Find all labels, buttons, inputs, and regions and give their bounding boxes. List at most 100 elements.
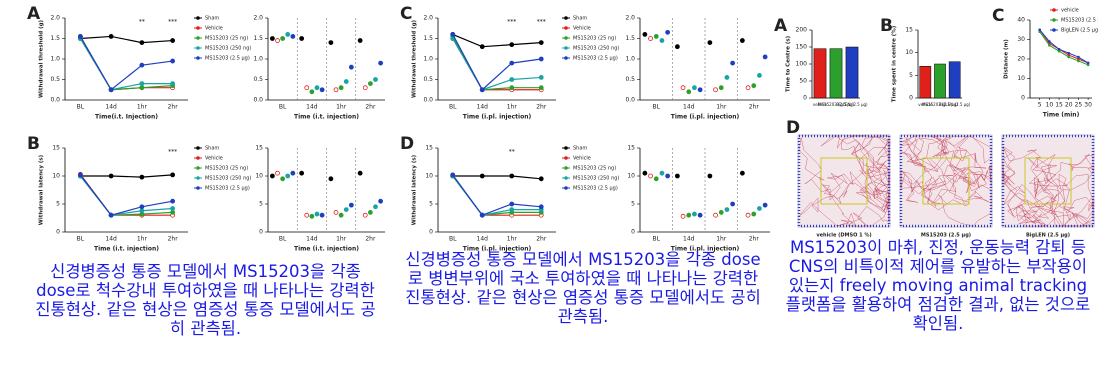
legend-marker — [564, 56, 568, 60]
x-tick-label: 2hr — [749, 104, 760, 111]
legend-marker — [196, 156, 200, 160]
data-point — [659, 38, 665, 43]
legend-marker — [1052, 18, 1056, 22]
data-point — [290, 170, 296, 176]
bar — [919, 66, 932, 99]
y-tick-label: 15 — [255, 145, 263, 152]
legend-marker — [196, 146, 200, 150]
x-tick-label: 1hr — [507, 104, 518, 111]
x-tick-label: 1hr — [507, 236, 518, 243]
y-tick-label: 10 — [1017, 75, 1025, 82]
data-point — [343, 79, 349, 84]
data-point — [1086, 61, 1090, 65]
bar — [934, 63, 946, 99]
legend-label: MS15203 (2.5 μg) — [1061, 18, 1098, 24]
data-point — [139, 85, 145, 91]
data-point — [333, 87, 339, 93]
x-tick-label: 2hr — [536, 104, 547, 111]
data-point — [77, 172, 83, 178]
x-tick-label: 1hr — [336, 104, 347, 111]
center-zone — [820, 157, 868, 205]
bar — [845, 46, 859, 99]
track-path — [900, 135, 992, 227]
data-point — [509, 173, 515, 179]
track-label: MS15203 (2.5 μg) — [921, 233, 971, 239]
series-line — [452, 38, 542, 91]
y-tick-label: 5 — [909, 72, 913, 79]
y-axis-label: Distance (m) — [1004, 39, 1010, 79]
series-line — [80, 174, 173, 178]
x-tick-label: BL — [77, 236, 85, 243]
data-point — [314, 85, 320, 91]
y-tick-label: 0.0 — [253, 97, 263, 104]
x-tick-label: 2hr — [365, 104, 376, 111]
data-point — [378, 198, 384, 204]
data-point — [757, 73, 762, 78]
data-point — [642, 170, 648, 176]
x-tick-label: 1hr — [137, 236, 148, 243]
series-line — [79, 174, 173, 216]
data-point — [718, 209, 724, 215]
x-tick-label: 2hr — [365, 236, 376, 243]
annotation: *** — [537, 19, 546, 26]
data-point — [653, 176, 659, 182]
legend-marker — [564, 146, 568, 150]
x-tick-label: 15 — [1055, 102, 1063, 109]
legend-marker — [196, 56, 200, 60]
data-point — [170, 209, 176, 215]
data-point — [509, 201, 515, 207]
legend-label: MS15203 (2.5 μg) — [573, 56, 618, 62]
bar — [829, 48, 843, 99]
y-tick-label: 5 — [429, 201, 433, 208]
x-tick-label: BL — [77, 104, 85, 111]
y-tick-label: 10 — [425, 173, 433, 180]
legend-marker — [564, 176, 568, 180]
y-tick-label: 50 — [799, 78, 807, 85]
data-point — [538, 56, 544, 62]
x-axis-label: Time(i.t. Injection) — [95, 114, 158, 121]
annotation: *** — [168, 19, 177, 26]
data-point — [479, 173, 485, 179]
y-tick-label: 0 — [803, 95, 807, 102]
panel-label: B — [27, 134, 40, 154]
legend-marker — [196, 46, 200, 50]
data-point — [269, 173, 275, 179]
legend-label: MS15203 (25 ng) — [205, 166, 248, 172]
y-tick-label: 10 — [905, 49, 913, 56]
x-axis-label: Time (i.t. injection) — [294, 246, 359, 253]
x-tick-label: 20 — [1065, 102, 1073, 109]
x-tick-label: 2hr — [536, 236, 547, 243]
series-line — [79, 38, 173, 91]
data-point — [328, 40, 334, 45]
y-tick-label: 0 — [259, 229, 263, 236]
x-tick-label: 14d — [683, 104, 695, 111]
y-tick-label: 15 — [905, 27, 913, 34]
track-edge — [1001, 134, 1095, 228]
data-point — [362, 212, 368, 218]
data-point — [343, 207, 349, 213]
x-tick-label: 5 — [1038, 102, 1042, 109]
panel-label: A — [27, 4, 41, 24]
data-point — [724, 207, 730, 213]
data-point — [170, 58, 176, 64]
legend-label: BigLEN (2.5 μg) — [1061, 28, 1098, 34]
legend-label: Sham — [205, 146, 219, 152]
data-point — [762, 54, 768, 60]
y-tick-label: 1.0 — [625, 56, 635, 63]
y-tick-label: 15 — [627, 145, 635, 152]
data-point — [1077, 57, 1080, 61]
x-tick-label: BL — [449, 104, 457, 111]
y-tick-label: 0 — [631, 229, 635, 236]
x-tick-label: 14d — [105, 104, 117, 111]
data-point — [659, 170, 665, 176]
x-tick-label: BigLEN (2.5 μg) — [939, 102, 971, 107]
legend-marker — [196, 176, 200, 180]
data-point — [299, 170, 305, 176]
y-tick-label: 0 — [1021, 95, 1025, 102]
caption: 신경병증성 통증 모델에서 MS15203을 각종 dose로 척수강내 투여하… — [35, 262, 376, 338]
y-tick-label: 1.0 — [423, 56, 433, 63]
data-point — [269, 36, 275, 41]
data-point — [538, 40, 544, 45]
legend-label: MS15203 (250 ng) — [205, 46, 251, 52]
data-point — [170, 206, 176, 211]
